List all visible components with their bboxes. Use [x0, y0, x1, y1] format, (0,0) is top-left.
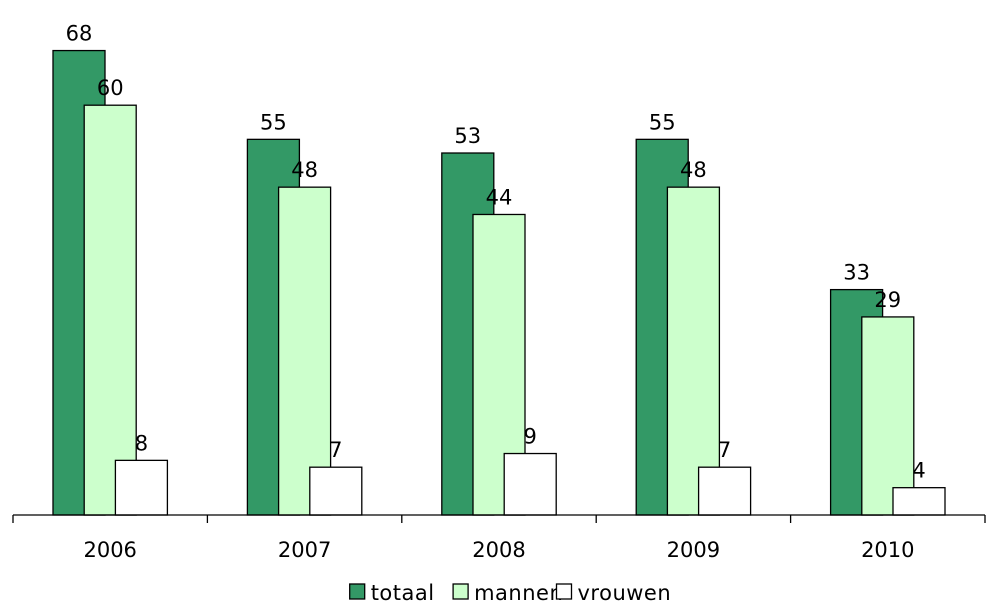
legend: totaal mannen vrouwen	[349, 581, 672, 605]
data-label-totaal-2010: 33	[843, 261, 870, 285]
legend-label-totaal: totaal	[371, 581, 435, 605]
legend-swatch-totaal	[349, 583, 366, 600]
data-labels-layer: 68 55 53 55 33 60 48 44 48 29 8 7 9 7 4	[66, 22, 926, 483]
data-label-vrouwen-2009: 7	[718, 438, 731, 462]
data-label-totaal-2007: 55	[260, 110, 287, 134]
data-label-mannen-2006: 60	[97, 76, 124, 100]
legend-swatch-mannen	[452, 583, 469, 600]
bars-layer	[52, 49, 946, 516]
x-tick-label-2010: 2010	[861, 538, 914, 562]
bar-mannen-2009	[666, 186, 721, 516]
data-label-mannen-2010: 29	[874, 288, 901, 312]
legend-swatch-vrouwen	[555, 583, 573, 600]
bar-mannen-2010	[861, 316, 915, 516]
data-label-totaal-2006: 68	[66, 22, 93, 46]
bar-vrouwen-2007	[309, 466, 363, 516]
data-label-totaal-2008: 53	[454, 124, 481, 148]
x-tick-label-2008: 2008	[472, 538, 525, 562]
data-label-mannen-2008: 44	[486, 185, 513, 209]
x-tick-label-2007: 2007	[278, 538, 331, 562]
bar-vrouwen-2009	[697, 466, 752, 516]
data-label-vrouwen-2008: 9	[524, 425, 537, 449]
bar-vrouwen-2010	[892, 487, 946, 516]
data-label-vrouwen-2007: 7	[329, 438, 342, 462]
x-tick-label-2009: 2009	[667, 538, 720, 562]
bar-mannen-2007	[277, 186, 332, 516]
data-label-vrouwen-2006: 8	[135, 431, 148, 455]
data-label-mannen-2009: 48	[680, 158, 707, 182]
bar-mannen-2006	[83, 104, 137, 516]
data-label-mannen-2007: 48	[291, 158, 318, 182]
legend-label-vrouwen: vrouwen	[578, 581, 672, 605]
data-label-vrouwen-2010: 4	[912, 459, 925, 483]
legend-label-mannen: mannen	[474, 581, 563, 605]
x-tick-label-2006: 2006	[83, 538, 136, 562]
bar-vrouwen-2008	[503, 452, 557, 516]
x-axis: 2006 2007 2008 2009 2010	[12, 514, 986, 562]
bar-vrouwen-2006	[114, 459, 169, 516]
data-label-totaal-2009: 55	[649, 110, 676, 134]
